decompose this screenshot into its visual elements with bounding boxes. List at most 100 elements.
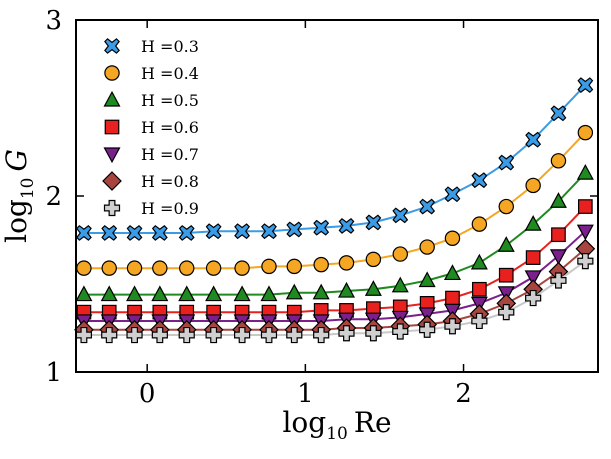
- y-tick-label: 1: [45, 358, 62, 388]
- series-7: [75, 253, 594, 344]
- data-point: [337, 281, 355, 298]
- series-layer: [74, 77, 596, 344]
- data-point: [338, 255, 355, 271]
- data-point: [286, 326, 303, 344]
- data-point: [365, 251, 382, 268]
- legend-label: H =0.4: [141, 64, 199, 83]
- tick-layer: 0 1 2 1 2 3: [45, 6, 598, 409]
- data-point: [444, 230, 461, 246]
- data-point: [178, 326, 195, 344]
- data-point: [498, 267, 514, 283]
- x-axis-label-sub: 10: [326, 424, 348, 444]
- data-point: [151, 285, 169, 302]
- data-point: [525, 177, 541, 194]
- data-point: [313, 326, 330, 344]
- data-point: [205, 285, 223, 302]
- legend-label: H =0.9: [141, 199, 199, 218]
- data-point: [524, 215, 542, 231]
- series-1: [75, 77, 594, 241]
- data-point: [576, 163, 594, 180]
- legend-marker: [102, 171, 122, 191]
- data-point: [472, 281, 487, 297]
- data-point: [577, 253, 594, 270]
- data-point: [443, 264, 461, 281]
- data-point: [151, 326, 168, 344]
- data-point: [498, 304, 515, 321]
- y-axis-label: log10 G: [0, 149, 38, 243]
- data-point: [365, 214, 382, 231]
- data-point: [471, 312, 488, 330]
- data-point: [234, 260, 250, 276]
- y-axis-label-log: log: [0, 199, 33, 243]
- data-point: [498, 154, 515, 171]
- legend-label: H =0.7: [141, 145, 199, 164]
- data-point: [126, 225, 143, 241]
- legend-label: H =0.8: [141, 172, 199, 191]
- data-point: [365, 325, 382, 342]
- legend-marker: [103, 147, 121, 164]
- legend-label: H =0.6: [141, 118, 199, 137]
- x-tick-label: 2: [455, 379, 472, 409]
- data-point: [205, 326, 222, 344]
- x-axis-label-var: Re: [354, 406, 392, 439]
- data-point: [179, 260, 195, 276]
- legend-label: H =0.3: [141, 37, 199, 56]
- data-point: [75, 285, 93, 302]
- data-point: [260, 285, 278, 302]
- data-point: [286, 258, 303, 275]
- data-point: [338, 325, 355, 342]
- data-point: [312, 283, 330, 300]
- series-5: [75, 224, 594, 331]
- data-point: [551, 227, 566, 243]
- data-point: [151, 225, 168, 241]
- x-tick-label: 0: [139, 379, 156, 409]
- data-point: [126, 285, 144, 302]
- legend-marker: [103, 199, 121, 217]
- data-point: [285, 283, 303, 300]
- data-point: [549, 249, 567, 265]
- data-point: [550, 272, 567, 289]
- data-point: [286, 221, 303, 238]
- x-axis-label-log: log: [282, 406, 326, 439]
- data-point: [444, 318, 461, 335]
- y-tick-label: 3: [45, 6, 62, 36]
- data-point: [101, 326, 118, 344]
- data-point: [76, 260, 92, 276]
- data-point: [470, 253, 488, 270]
- data-point: [392, 207, 409, 224]
- data-point: [392, 323, 409, 340]
- data-point: [233, 285, 251, 302]
- data-point: [498, 198, 514, 215]
- legend-marker: [104, 65, 120, 81]
- data-point: [419, 321, 436, 338]
- data-point: [126, 260, 143, 276]
- data-point: [419, 239, 435, 255]
- data-point: [576, 224, 594, 241]
- data-point: [392, 246, 408, 262]
- data-point: [205, 223, 222, 240]
- data-point: [391, 276, 409, 293]
- y-tick-label: 2: [45, 182, 62, 212]
- data-point: [178, 225, 195, 241]
- series-3: [75, 163, 594, 302]
- legend-marker: [104, 38, 120, 54]
- data-point: [445, 290, 460, 306]
- data-point: [418, 271, 436, 288]
- data-point: [364, 280, 382, 296]
- data-point: [100, 285, 118, 302]
- data-point: [233, 326, 251, 344]
- y-axis-label-var: G: [0, 149, 33, 171]
- data-point: [419, 198, 436, 215]
- legend-marker: [103, 90, 121, 107]
- data-point: [152, 260, 168, 276]
- legend-marker: [104, 119, 120, 135]
- data-point: [525, 250, 541, 265]
- data-point: [471, 172, 488, 189]
- y-axis-label-sub: 10: [18, 177, 38, 199]
- data-point: [313, 219, 330, 236]
- data-point: [75, 225, 92, 241]
- data-point: [338, 217, 355, 234]
- data-point: [550, 153, 567, 169]
- data-point: [497, 236, 515, 252]
